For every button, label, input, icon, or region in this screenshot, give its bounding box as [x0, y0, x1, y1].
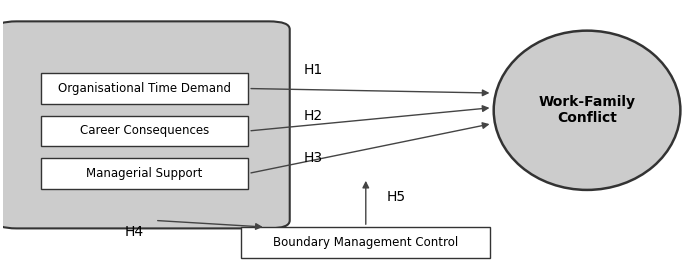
- Text: H4: H4: [125, 225, 144, 239]
- FancyBboxPatch shape: [241, 227, 490, 258]
- Text: Organisational Time Demand: Organisational Time Demand: [58, 82, 231, 95]
- Text: H5: H5: [387, 189, 406, 204]
- Text: H1: H1: [304, 63, 323, 78]
- Text: Work-Family
Conflict: Work-Family Conflict: [539, 95, 636, 125]
- FancyBboxPatch shape: [41, 158, 248, 189]
- Text: Managerial Support: Managerial Support: [86, 167, 203, 180]
- Ellipse shape: [493, 31, 680, 190]
- FancyBboxPatch shape: [0, 21, 290, 228]
- Text: Career Consequences: Career Consequences: [80, 124, 209, 137]
- Text: H2: H2: [304, 109, 323, 122]
- FancyBboxPatch shape: [41, 73, 248, 104]
- Text: Boundary Management Control: Boundary Management Control: [273, 236, 459, 249]
- Text: H3: H3: [304, 151, 323, 165]
- FancyBboxPatch shape: [41, 116, 248, 146]
